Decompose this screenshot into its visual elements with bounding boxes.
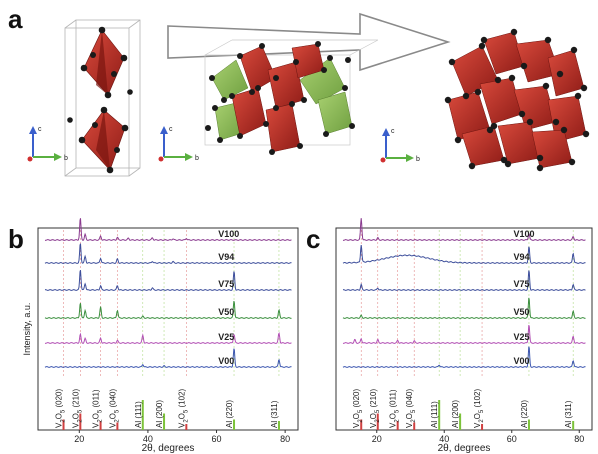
axis-b-label-1: b xyxy=(64,155,68,162)
xrd-chart-b: V100 V94 V75 V50 V25 V00 V2O5 (020) V2O5 (210) V… xyxy=(22,218,299,454)
series-line-v25 xyxy=(342,325,586,344)
reference-label: V2O5 (020) xyxy=(352,389,364,429)
reference-bar xyxy=(413,422,416,430)
x-tick-label: 60 xyxy=(507,434,517,444)
reference-bar xyxy=(116,422,119,430)
series-label-v00: V00 xyxy=(218,356,234,366)
reference-label: Al (220) xyxy=(225,400,234,428)
series-line-v50 xyxy=(342,297,586,319)
panel-label-c: c xyxy=(306,224,320,254)
series-line-v75 xyxy=(44,269,292,291)
reference-bar xyxy=(233,419,236,430)
reference-label: Al (111) xyxy=(430,401,439,428)
series-label-v00: V00 xyxy=(513,356,529,366)
series-line-v100 xyxy=(44,218,292,241)
axis-b-label-2: b xyxy=(195,155,199,162)
reference-bar xyxy=(277,421,280,430)
reference-bar xyxy=(62,419,65,430)
reference-label: V2O5 (210) xyxy=(369,389,381,429)
reference-bar xyxy=(163,413,166,430)
reference-bar xyxy=(360,419,363,430)
transformation-arrow xyxy=(167,12,451,72)
axes-triad-1: c b xyxy=(27,126,68,162)
x-tick-label: 60 xyxy=(212,434,222,444)
series-label-v50: V50 xyxy=(513,307,529,317)
reference-label: V2O5 (102) xyxy=(473,389,485,429)
crystal-structure-1 xyxy=(64,19,141,177)
series-line-v00 xyxy=(44,348,292,368)
axes-triad-2: c b xyxy=(158,126,199,162)
panel-label-b: b xyxy=(8,224,24,254)
axes-triad-3: c b xyxy=(380,128,420,163)
reference-label: V2O5 (210) xyxy=(71,389,83,429)
reference-label: Al (311) xyxy=(270,400,279,428)
series-label-v75: V75 xyxy=(218,279,234,289)
reference-bar xyxy=(376,413,379,430)
reference-bar xyxy=(79,413,82,430)
reference-bar xyxy=(396,421,399,430)
x-tick-label: 40 xyxy=(143,434,153,444)
axis-c-label-1: c xyxy=(38,126,42,133)
reference-label: Al (200) xyxy=(451,400,460,428)
series-label-v100: V100 xyxy=(513,229,534,239)
reference-bar xyxy=(438,400,441,430)
reference-label: V2O5 (011) xyxy=(389,389,401,428)
axis-c-label-3: c xyxy=(391,128,395,135)
reference-label: V2O5 (040) xyxy=(405,389,417,429)
series-label-v94: V94 xyxy=(218,252,234,262)
x-axis-label: 2θ, degrees xyxy=(142,443,195,454)
x-tick-label: 80 xyxy=(280,434,290,444)
series-label-v50: V50 xyxy=(218,307,234,317)
x-tick-label: 20 xyxy=(74,434,84,444)
plot-frame xyxy=(37,227,299,431)
reference-bar xyxy=(99,421,102,430)
series-line-v94 xyxy=(44,243,292,264)
reference-bar xyxy=(572,421,575,430)
reference-label: Al (311) xyxy=(564,400,573,428)
reference-label: Al (111) xyxy=(134,401,143,428)
reference-bar xyxy=(141,400,144,430)
x-tick-label: 80 xyxy=(574,434,584,444)
crystal-structure-2 xyxy=(204,39,379,155)
xrd-chart-c: V100 V94 V75 V50 V25 V00 V2O5 (020) V2O5 (210) V… xyxy=(335,218,593,454)
axis-b-label-3: b xyxy=(416,156,420,163)
reference-label: Al (200) xyxy=(155,400,164,428)
series-line-v75 xyxy=(342,270,586,291)
x-axis-label: 2θ, degrees xyxy=(438,443,491,454)
reference-label: Al (220) xyxy=(520,400,529,428)
series-line-v94 xyxy=(342,244,586,264)
series-label-v25: V25 xyxy=(218,332,234,342)
reference-bar xyxy=(459,413,462,430)
x-tick-label: 20 xyxy=(372,434,382,444)
panel-a: a xyxy=(8,4,590,177)
reference-bar xyxy=(185,424,188,430)
series-label-v25: V25 xyxy=(513,332,529,342)
series-line-v25 xyxy=(44,332,292,344)
series-label-v100: V100 xyxy=(218,229,239,239)
series-label-v75: V75 xyxy=(513,279,529,289)
series-line-v100 xyxy=(342,218,586,241)
reference-label: V2O5 (011) xyxy=(92,389,104,428)
axis-c-label-2: c xyxy=(169,126,173,133)
crystal-structure-3 xyxy=(444,28,590,172)
plot-frame xyxy=(335,227,593,431)
reference-bar xyxy=(527,419,530,430)
reference-label: V2O5 (102) xyxy=(177,389,189,429)
reference-label: V2O5 (040) xyxy=(108,389,120,429)
x-tick-label: 40 xyxy=(439,434,449,444)
series-label-v94: V94 xyxy=(513,252,529,262)
reference-bar xyxy=(481,424,484,430)
panel-label-a: a xyxy=(8,4,23,34)
series-line-v00 xyxy=(342,346,586,368)
reference-label: V2O5 (020) xyxy=(55,389,67,429)
series-line-v50 xyxy=(44,300,292,319)
y-axis-label: Intensity, a.u. xyxy=(22,303,32,356)
